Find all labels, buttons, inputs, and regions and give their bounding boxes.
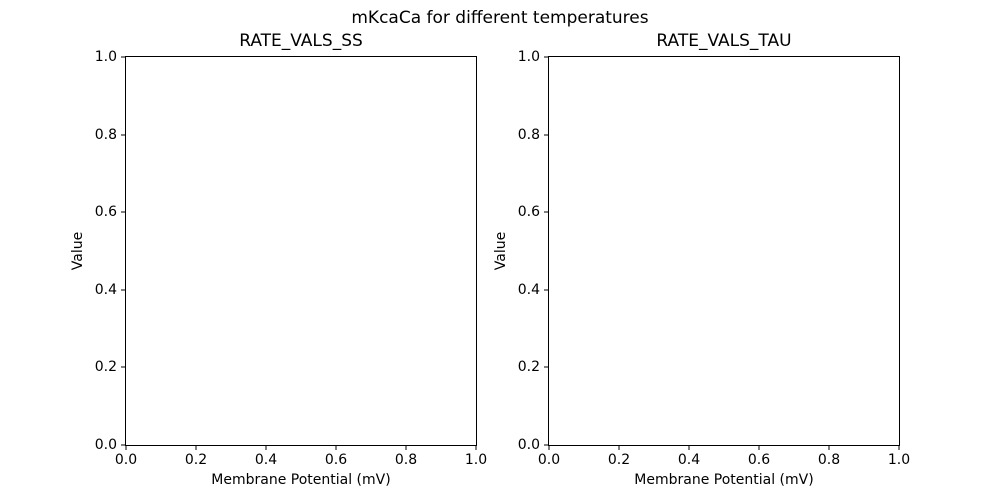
y-tick-mark [544,289,548,291]
x-tick-label: 1.0 [887,452,911,468]
y-tick-label: 0.0 [517,437,540,453]
y-tick-label: 0.4 [517,281,540,298]
y-tick-label: 0.2 [517,359,540,376]
x-tick-label: 0.2 [607,452,631,468]
x-tick-mark [548,446,550,450]
x-tick-label: 0.6 [324,452,348,468]
x-tick-mark [758,446,760,450]
y-tick-label: 1.0 [517,49,540,65]
y-axis-label: Value [493,231,509,271]
y-tick-mark [121,366,125,368]
y-axis-label: Value [70,231,86,271]
subplot-title: RATE_VALS_TAU [656,31,792,51]
x-axis-label: Membrane Potential (mV) [634,472,814,488]
subplot-rate-vals-ss: RATE_VALS_SS 0.0 0.2 0.4 0.6 0.8 1.0 0.0 0.2 0.… [70,31,487,488]
plot-area: 0.0 0.2 0.4 0.6 0.8 1.0 0.0 0.2 0.4 0.6 0.8 1.0 [95,49,487,468]
y-tick-mark [544,366,548,368]
y-tick-label: 0.8 [517,126,540,143]
y-axis-ticks: 0.0 0.2 0.4 0.6 0.8 1.0 [518,49,899,453]
x-tick-mark [195,446,197,450]
y-tick-mark [121,211,125,213]
x-axis-ticks: 0.0 0.2 0.4 0.6 0.8 1.0 [115,57,487,468]
x-tick-mark [405,446,407,450]
x-tick-label: 1.0 [464,452,488,468]
y-tick-mark [121,56,125,58]
x-tick-label: 0.8 [394,452,418,468]
x-tick-label: 0.4 [254,452,278,468]
x-tick-mark [335,446,337,450]
y-tick-mark [121,289,125,291]
y-tick-label: 0.2 [94,359,117,376]
y-tick-label: 1.0 [94,49,117,65]
y-axis-ticks: 0.0 0.2 0.4 0.6 0.8 1.0 [95,49,476,453]
y-tick-mark [544,444,548,446]
y-tick-mark [544,56,548,58]
y-tick-label: 0.4 [94,281,117,298]
x-tick-label: 0.4 [677,452,701,468]
subplot-title: RATE_VALS_SS [239,31,363,51]
y-tick-label: 0.6 [94,204,117,221]
x-tick-mark [898,446,900,450]
figure-suptitle: mKcaCa for different temperatures [351,8,649,28]
subplot-rate-vals-tau: RATE_VALS_TAU 0.0 0.2 0.4 0.6 0.8 1.0 0.0 0.2 0… [493,31,910,488]
y-tick-mark [544,134,548,136]
x-tick-label: 0.0 [537,452,561,468]
x-tick-mark [688,446,690,450]
y-tick-label: 0.0 [94,437,117,453]
y-tick-mark [544,211,548,213]
x-tick-mark [125,446,127,450]
x-tick-mark [475,446,477,450]
x-axis-label: Membrane Potential (mV) [211,472,391,488]
x-tick-label: 0.8 [817,452,841,468]
y-tick-mark [121,444,125,446]
y-tick-mark [121,134,125,136]
x-tick-label: 0.2 [184,452,208,468]
x-tick-mark [618,446,620,450]
x-tick-mark [828,446,830,450]
x-tick-label: 0.0 [114,452,138,468]
x-tick-mark [265,446,267,450]
y-tick-label: 0.6 [517,204,540,221]
plot-area: 0.0 0.2 0.4 0.6 0.8 1.0 0.0 0.2 0.4 0.6 0.8 1.0 [518,49,910,468]
x-tick-label: 0.6 [747,452,771,468]
x-axis-ticks: 0.0 0.2 0.4 0.6 0.8 1.0 [538,57,910,468]
y-tick-label: 0.8 [94,126,117,143]
